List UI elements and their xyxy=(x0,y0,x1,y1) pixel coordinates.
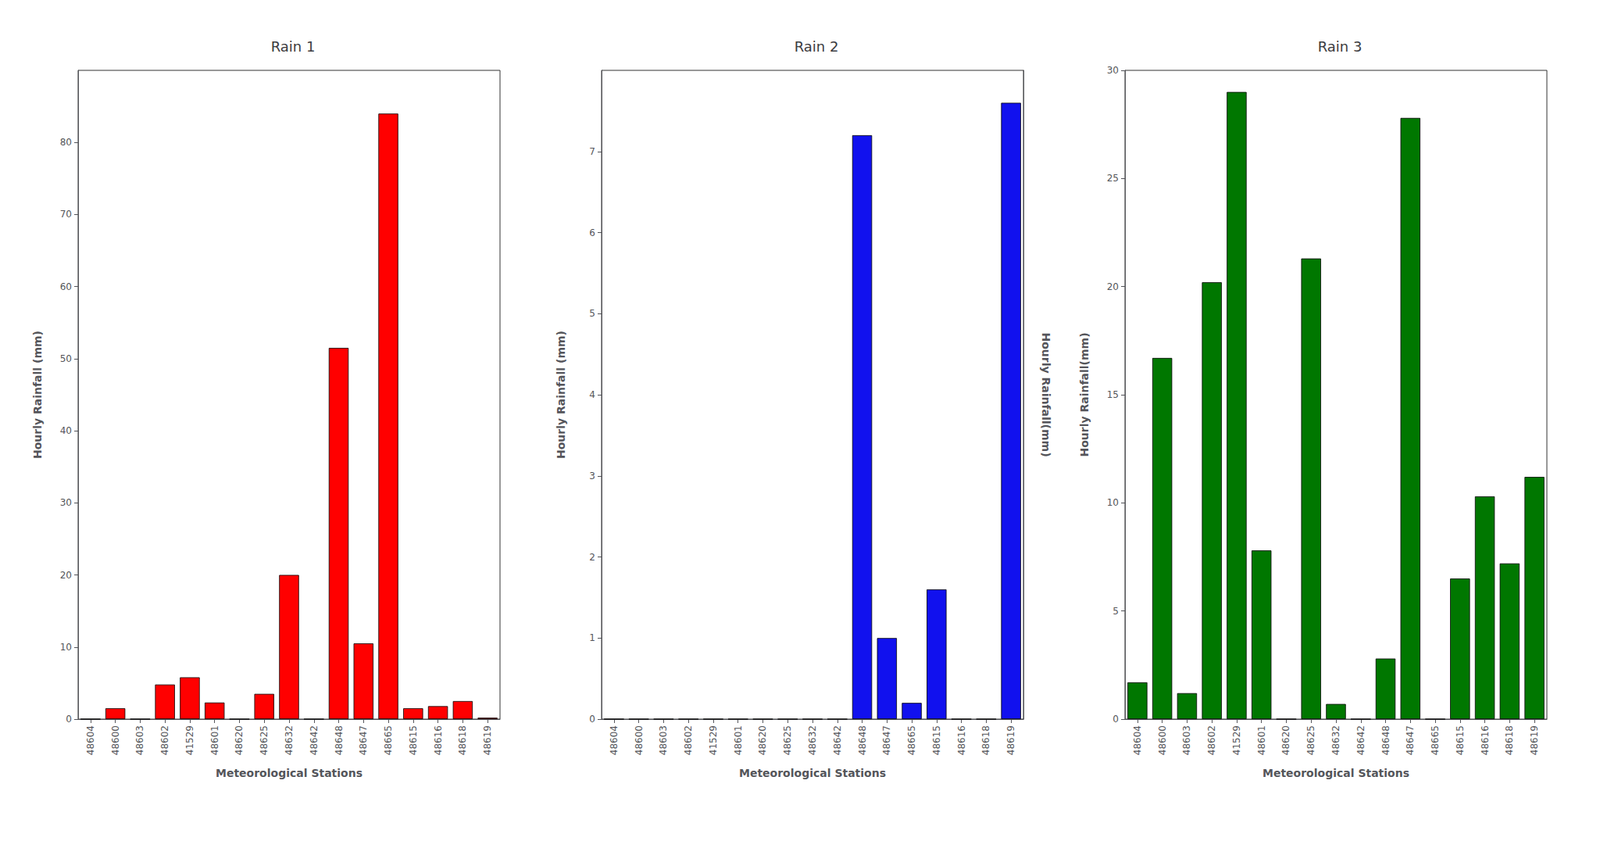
svg-text:48620: 48620 xyxy=(757,725,768,755)
svg-text:Meteorological Stations: Meteorological Stations xyxy=(215,766,363,779)
svg-text:48625: 48625 xyxy=(1305,725,1317,755)
svg-text:48632: 48632 xyxy=(283,725,295,755)
svg-text:48600: 48600 xyxy=(633,725,645,755)
svg-text:48665: 48665 xyxy=(382,725,394,755)
svg-text:48665: 48665 xyxy=(1429,725,1441,755)
svg-text:4: 4 xyxy=(589,389,596,400)
svg-text:7: 7 xyxy=(589,146,596,158)
svg-text:48648: 48648 xyxy=(1380,725,1392,755)
svg-text:30: 30 xyxy=(60,496,72,508)
svg-text:20: 20 xyxy=(60,569,72,581)
svg-text:48603: 48603 xyxy=(1181,725,1193,755)
svg-text:48618: 48618 xyxy=(457,725,468,755)
svg-text:48615: 48615 xyxy=(407,725,419,755)
svg-text:48602: 48602 xyxy=(682,725,694,755)
svg-text:48642: 48642 xyxy=(832,725,843,755)
svg-text:48602: 48602 xyxy=(1206,725,1218,755)
svg-text:48619: 48619 xyxy=(482,725,493,755)
svg-text:48619: 48619 xyxy=(1528,725,1540,755)
svg-text:48647: 48647 xyxy=(881,725,893,755)
svg-text:48642: 48642 xyxy=(1355,725,1367,755)
svg-text:10: 10 xyxy=(60,641,72,653)
svg-text:48615: 48615 xyxy=(931,725,943,755)
svg-text:2: 2 xyxy=(589,551,596,563)
svg-text:70: 70 xyxy=(60,208,72,220)
svg-text:Rain 1: Rain 1 xyxy=(271,38,316,55)
svg-text:48601: 48601 xyxy=(1256,725,1268,755)
svg-text:48647: 48647 xyxy=(1404,725,1416,755)
svg-text:48620: 48620 xyxy=(1280,725,1292,755)
svg-text:0: 0 xyxy=(65,713,72,725)
svg-text:6: 6 xyxy=(589,227,596,239)
svg-text:48601: 48601 xyxy=(209,725,221,755)
svg-text:48648: 48648 xyxy=(333,725,345,755)
svg-text:48604: 48604 xyxy=(85,725,97,755)
svg-text:48603: 48603 xyxy=(134,725,146,755)
svg-text:80: 80 xyxy=(60,136,72,148)
svg-text:48647: 48647 xyxy=(357,725,369,755)
svg-text:Meteorological Stations: Meteorological Stations xyxy=(1262,766,1410,779)
svg-text:15: 15 xyxy=(1107,389,1119,400)
svg-text:48632: 48632 xyxy=(1330,725,1342,755)
svg-text:48625: 48625 xyxy=(258,725,270,755)
svg-text:48620: 48620 xyxy=(233,725,245,755)
svg-text:48665: 48665 xyxy=(906,725,918,755)
svg-text:60: 60 xyxy=(60,281,72,293)
svg-text:48632: 48632 xyxy=(807,725,818,755)
svg-text:48600: 48600 xyxy=(110,725,122,755)
svg-text:48616: 48616 xyxy=(1479,725,1491,755)
svg-text:48604: 48604 xyxy=(608,725,620,755)
svg-text:25: 25 xyxy=(1107,172,1119,184)
svg-text:Rain 3: Rain 3 xyxy=(1317,38,1363,55)
svg-text:0: 0 xyxy=(1112,713,1119,725)
svg-text:48618: 48618 xyxy=(1503,725,1515,755)
svg-text:48618: 48618 xyxy=(980,725,992,755)
svg-text:48625: 48625 xyxy=(782,725,793,755)
svg-text:48602: 48602 xyxy=(159,725,171,755)
svg-text:48616: 48616 xyxy=(956,725,968,755)
svg-text:48601: 48601 xyxy=(732,725,744,755)
svg-text:Rain 2: Rain 2 xyxy=(794,38,840,55)
svg-text:41529: 41529 xyxy=(184,725,196,755)
svg-text:48603: 48603 xyxy=(657,725,669,755)
svg-text:48648: 48648 xyxy=(857,725,868,755)
svg-text:40: 40 xyxy=(60,425,72,436)
svg-text:3: 3 xyxy=(589,470,596,482)
svg-text:Hourly Rainfall (mm): Hourly Rainfall (mm) xyxy=(554,330,568,459)
svg-text:48600: 48600 xyxy=(1157,725,1168,755)
svg-text:Hourly Rainfall(mm): Hourly Rainfall(mm) xyxy=(1039,332,1053,457)
svg-text:1: 1 xyxy=(589,632,596,643)
svg-text:48615: 48615 xyxy=(1454,725,1466,755)
svg-text:48642: 48642 xyxy=(308,725,320,755)
svg-text:30: 30 xyxy=(1107,64,1119,76)
svg-text:10: 10 xyxy=(1107,496,1119,508)
svg-text:50: 50 xyxy=(60,353,72,365)
svg-text:Hourly Rainfall (mm): Hourly Rainfall (mm) xyxy=(31,330,44,459)
svg-text:0: 0 xyxy=(589,713,596,725)
svg-text:41529: 41529 xyxy=(1231,725,1243,755)
svg-text:Meteorological Stations: Meteorological Stations xyxy=(739,766,886,779)
svg-text:20: 20 xyxy=(1107,281,1119,293)
svg-text:48619: 48619 xyxy=(1005,725,1017,755)
svg-text:48616: 48616 xyxy=(432,725,444,755)
svg-text:48604: 48604 xyxy=(1132,725,1143,755)
svg-text:5: 5 xyxy=(589,307,596,319)
svg-text:41529: 41529 xyxy=(707,725,719,755)
svg-text:5: 5 xyxy=(1112,605,1119,617)
svg-text:Hourly Rainfall(mm): Hourly Rainfall(mm) xyxy=(1078,332,1091,457)
